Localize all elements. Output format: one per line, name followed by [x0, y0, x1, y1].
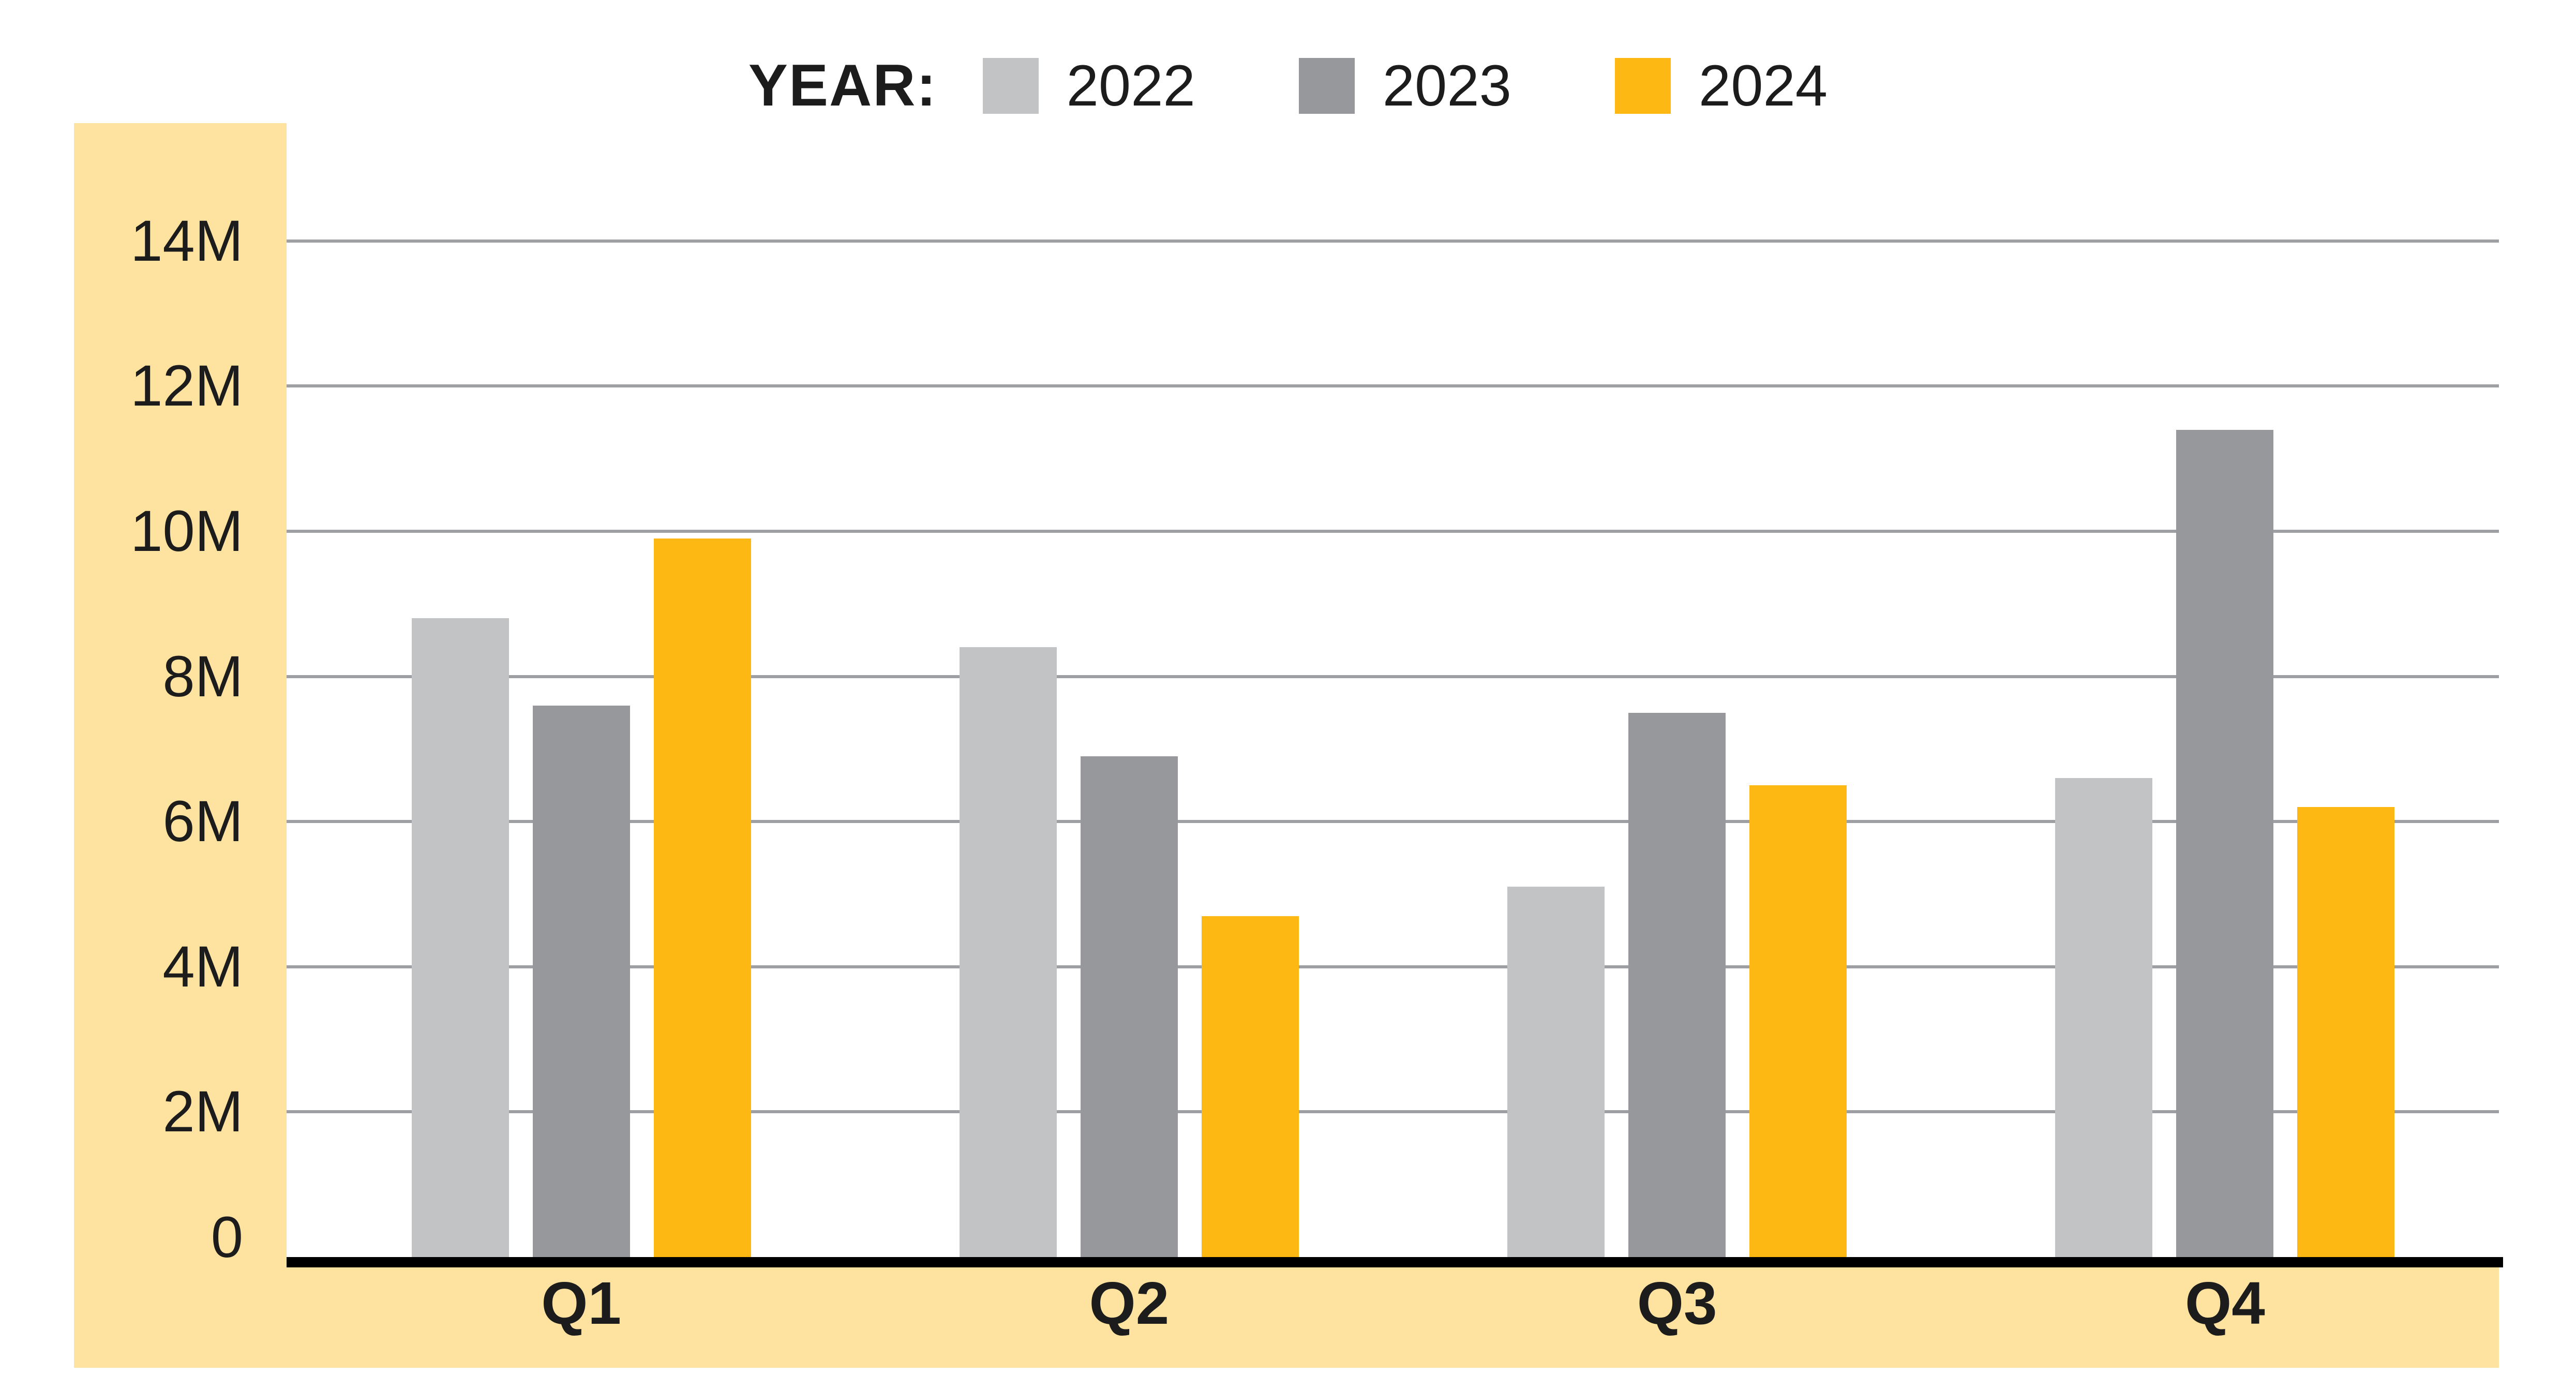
y-tick-12M: 12M: [130, 353, 243, 419]
plot-area: [287, 123, 2499, 1257]
legend-swatch-2023-icon: [1298, 57, 1355, 114]
y-axis-cream-band: [74, 123, 287, 1368]
bar-Q4-2022: [2055, 778, 2153, 1257]
y-tick-8M: 8M: [162, 644, 243, 709]
gridline-6M: [287, 820, 2499, 824]
bar-Q1-2022: [411, 618, 509, 1257]
gridline-2M: [287, 1110, 2499, 1114]
x-axis-labels: Q1 Q2 Q3 Q4: [287, 1268, 2499, 1338]
y-tick-10M: 10M: [130, 499, 243, 563]
y-tick-6M: 6M: [162, 789, 243, 854]
gridline-10M: [287, 530, 2499, 533]
legend-label-2023: 2023: [1382, 53, 1511, 118]
legend-item-2022: 2022: [982, 52, 1195, 119]
y-tick-2M: 2M: [162, 1079, 243, 1144]
bar-groups: [287, 123, 2499, 1257]
bar-Q3-2023: [1628, 713, 1726, 1257]
x-tick-Q2: Q2: [1089, 1269, 1170, 1337]
bar-Q2-2024: [1201, 916, 1299, 1257]
y-tick-4M: 4M: [162, 934, 243, 999]
gridline-8M: [287, 675, 2499, 678]
bar-group-Q4: [2055, 430, 2395, 1257]
legend-label-2024: 2024: [1698, 53, 1828, 118]
x-axis-cream-band: [74, 1257, 2499, 1368]
bar-Q3-2024: [1749, 785, 1847, 1257]
gridline-4M: [287, 965, 2499, 968]
x-tick-Q3: Q3: [1637, 1269, 1717, 1337]
y-tick-14M: 14M: [130, 208, 243, 273]
legend-title: YEAR:: [748, 53, 937, 118]
bar-Q2-2022: [959, 647, 1057, 1257]
chart-legend: YEAR: 2022 2023 2024: [0, 52, 2576, 119]
gridline-14M: [287, 239, 2499, 243]
legend-item-2024: 2024: [1614, 52, 1828, 119]
bar-Q4-2024: [2297, 807, 2395, 1257]
bar-Q1-2024: [653, 539, 751, 1257]
bar-group-Q3: [1507, 713, 1847, 1257]
x-tick-Q4: Q4: [2185, 1269, 2265, 1337]
bar-Q4-2023: [2176, 430, 2274, 1257]
legend-swatch-2024-icon: [1614, 57, 1671, 114]
y-tick-0: 0: [211, 1205, 243, 1269]
legend-swatch-2022-icon: [982, 57, 1039, 114]
legend-item-2023: 2023: [1298, 52, 1511, 119]
bar-Q1-2023: [532, 706, 630, 1257]
bar-group-Q1: [411, 539, 751, 1257]
x-axis-line: [287, 1257, 2503, 1267]
x-tick-Q1: Q1: [541, 1269, 621, 1337]
bar-group-Q2: [959, 647, 1299, 1257]
legend-label-2022: 2022: [1066, 53, 1195, 118]
gridline-12M: [287, 384, 2499, 388]
bar-Q3-2022: [1507, 887, 1605, 1257]
bar-Q2-2023: [1080, 756, 1178, 1257]
